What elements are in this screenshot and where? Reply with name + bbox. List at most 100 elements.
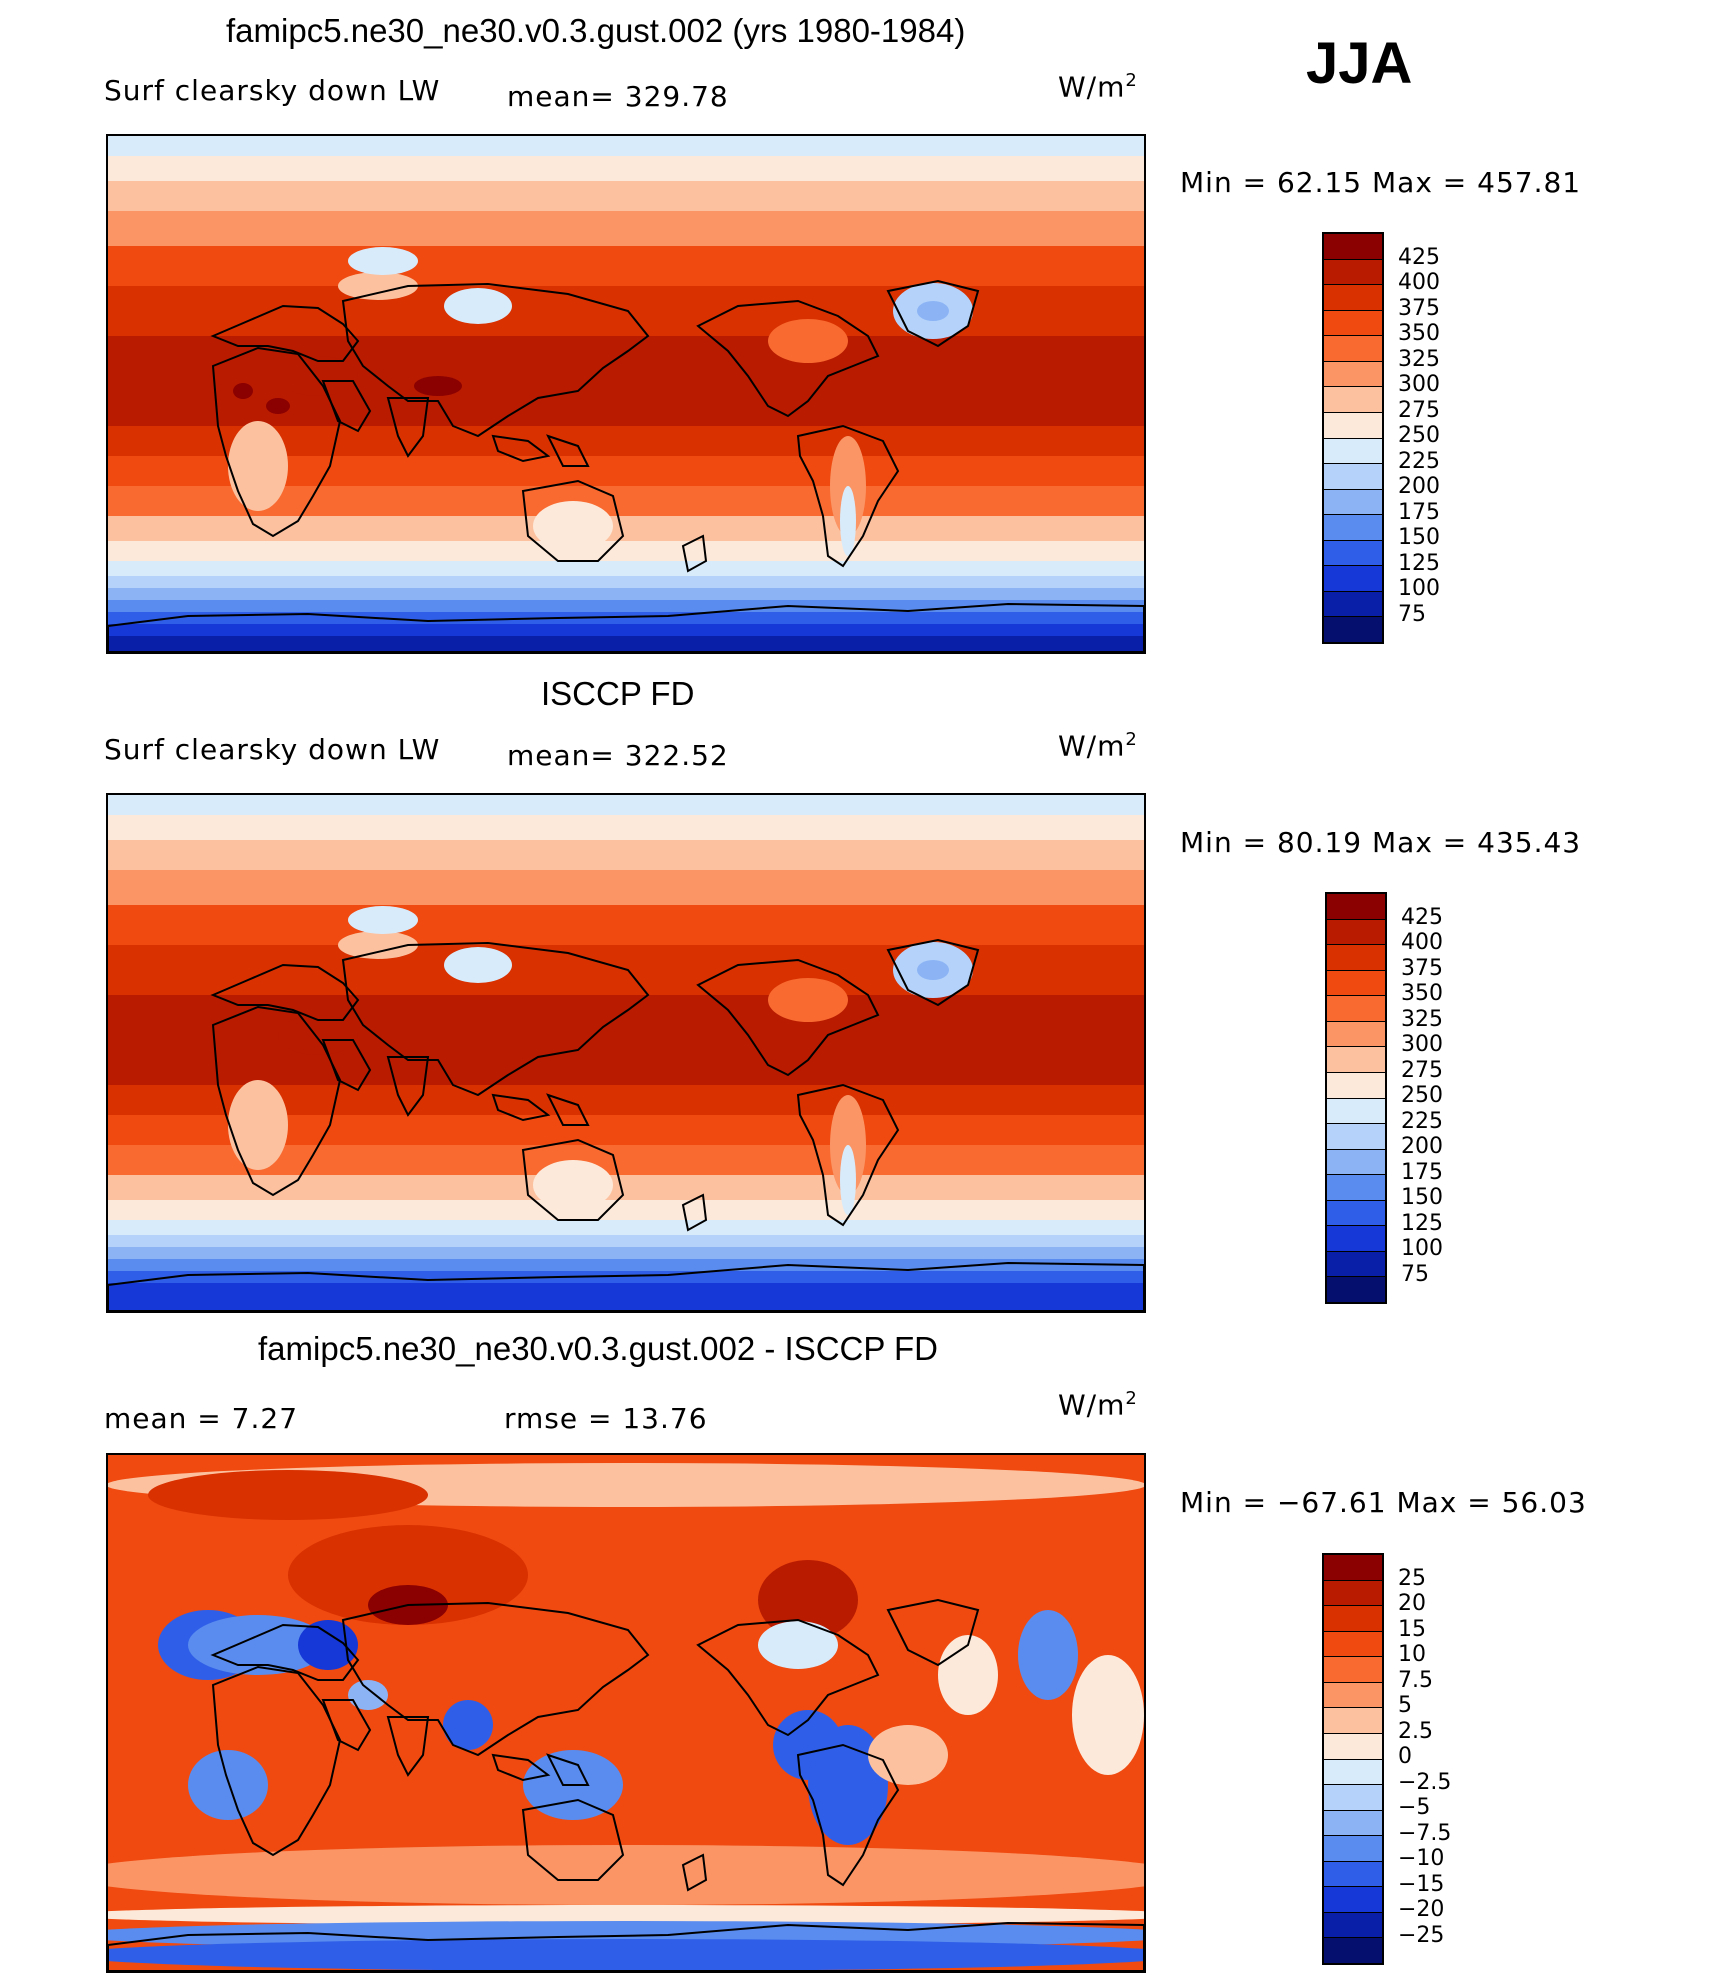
map-anomaly-region: [148, 1470, 428, 1520]
map-feature-tibet: [348, 906, 418, 934]
colorbar-tick-label: 75: [1401, 1261, 1429, 1287]
map-feature: [266, 398, 290, 414]
colorbar-tick-label: 15: [1398, 1616, 1426, 1642]
coastline: [546, 1753, 590, 1786]
map-zonal-band: [108, 156, 1144, 181]
map-zonal-band: [108, 636, 1144, 652]
coastline: [108, 1261, 1144, 1311]
map-anomaly-region: [348, 1680, 388, 1710]
map-zonal-band: [108, 1220, 1144, 1235]
colorbar-tick-label: 25: [1398, 1565, 1426, 1591]
map-zonal-band: [108, 1175, 1144, 1200]
colorbar-tick-label: 75: [1398, 601, 1426, 627]
colorbar-tick-label: 175: [1398, 499, 1440, 525]
coastline: [696, 299, 880, 418]
colorbar-tick-label: 175: [1401, 1159, 1443, 1185]
colorbar-swatch: [1327, 919, 1385, 946]
map-zonal-band: [108, 600, 1144, 612]
colorbar-swatch: [1324, 1887, 1382, 1913]
coastline: [321, 380, 372, 433]
colorbar-swatch: [1324, 540, 1382, 567]
panel1-colorbar-ticks: 425 400 375 350 325 300 275 250 225 200 175 150 125 1…: [1398, 232, 1498, 640]
map-zonal-band: [108, 1295, 1144, 1311]
coastline: [491, 1753, 551, 1782]
coastline: [321, 1039, 372, 1092]
panel1-variable-label: Surf clearsky down LW: [104, 74, 441, 107]
colorbar-tick-label: 275: [1398, 397, 1440, 423]
panel2-colorbar-ticks: 425 400 375 350 325 300 275 250 225 200 175 150 125 1…: [1401, 892, 1501, 1300]
map-zonal-band: [108, 1235, 1144, 1247]
colorbar-tick-label: 10: [1398, 1642, 1426, 1667]
panel2-map-obs: [106, 793, 1146, 1313]
map-anomaly-region: [868, 1725, 948, 1785]
colorbar-tick-label: 400: [1401, 930, 1443, 955]
coastline: [211, 346, 342, 538]
colorbar-swatch: [1324, 1555, 1382, 1581]
panel2-title: ISCCP FD: [541, 675, 695, 712]
map-feature: [338, 272, 418, 300]
colorbar-tick-label: 350: [1401, 981, 1443, 1006]
figure-title: famipc5.ne30_ne30.v0.3.gust.002 (yrs 198…: [226, 12, 966, 49]
panel2-variable-label: Surf clearsky down LW: [104, 733, 441, 766]
colorbar-swatch: [1324, 515, 1382, 541]
colorbar-swatch: [1324, 387, 1382, 413]
map-zonal-band: [108, 815, 1144, 840]
coastline: [341, 1601, 650, 1757]
map-zonal-band: [108, 136, 1144, 156]
coastline: [886, 279, 980, 348]
panel1-minmax: Min = 62.15 Max = 457.81: [1180, 166, 1582, 199]
map-anomaly-region: [108, 1939, 1144, 1971]
colorbar-swatch: [1324, 234, 1382, 260]
panel1-colorbar: [1322, 232, 1384, 644]
map-anomaly-region: [288, 1525, 528, 1625]
map-anomaly-region: [758, 1560, 858, 1640]
colorbar-swatch: [1327, 1047, 1385, 1073]
colorbar-tick-label: 225: [1401, 1108, 1443, 1134]
map-feature-australia: [533, 501, 613, 551]
map-feature: [338, 931, 418, 959]
colorbar-swatch: [1327, 945, 1385, 971]
colorbar-tick-label: 150: [1401, 1185, 1443, 1210]
map-zonal-band: [108, 905, 1144, 945]
colorbar-tick-label: 0: [1398, 1744, 1412, 1769]
coastline: [681, 1193, 708, 1232]
map-zonal-band: [108, 541, 1144, 561]
colorbar-swatch: [1324, 1657, 1382, 1683]
colorbar-swatch: [1327, 1021, 1385, 1048]
panel2-map-svg: [108, 795, 1144, 1311]
colorbar-tick-label: 200: [1398, 474, 1440, 499]
colorbar-tick-label: 250: [1401, 1083, 1443, 1108]
colorbar-swatch: [1327, 1200, 1385, 1227]
colorbar-tick-label: 125: [1401, 1210, 1443, 1236]
map-zonal-band: [108, 516, 1144, 541]
coastline: [521, 1798, 625, 1881]
colorbar-swatch: [1324, 591, 1382, 618]
colorbar-tick-label: 400: [1398, 270, 1440, 295]
map-feature: [278, 1015, 358, 1055]
map-feature: [233, 383, 253, 399]
map-feature-tibet: [348, 247, 418, 275]
map-zonal-band: [108, 211, 1144, 246]
colorbar-tick-label: 125: [1398, 550, 1440, 576]
map-anomaly-region: [443, 1700, 493, 1750]
panel3-title: famipc5.ne30_ne30.v0.3.gust.002 - ISCCP …: [258, 1330, 938, 1367]
panel1-units: W/m2: [1058, 70, 1138, 104]
map-feature: [917, 960, 949, 980]
panel3-colorbar: [1322, 1553, 1384, 1965]
coastline: [681, 534, 708, 573]
map-anomaly-region: [1072, 1655, 1144, 1775]
panel3-rmse-label: rmse = 13.76: [504, 1402, 708, 1435]
panel3-colorbar-ticks: 25 20 15 10 7.5 5 2.5 0 −2.5 −5 −7.5 −10 −15 −20 −25: [1398, 1553, 1508, 1961]
panel1-map-svg: [108, 136, 1144, 652]
coastline: [386, 397, 430, 458]
panel3-units: W/m2: [1058, 1388, 1138, 1422]
colorbar-swatch: [1324, 336, 1382, 362]
coastline: [696, 1618, 880, 1737]
map-feature: [278, 356, 358, 396]
map-zonal-band: [108, 624, 1144, 636]
colorbar-swatch: [1327, 1149, 1385, 1176]
coastline: [386, 1716, 430, 1777]
colorbar-tick-label: 350: [1398, 321, 1440, 346]
colorbar-swatch: [1324, 1912, 1382, 1939]
colorbar-swatch: [1324, 1631, 1382, 1658]
